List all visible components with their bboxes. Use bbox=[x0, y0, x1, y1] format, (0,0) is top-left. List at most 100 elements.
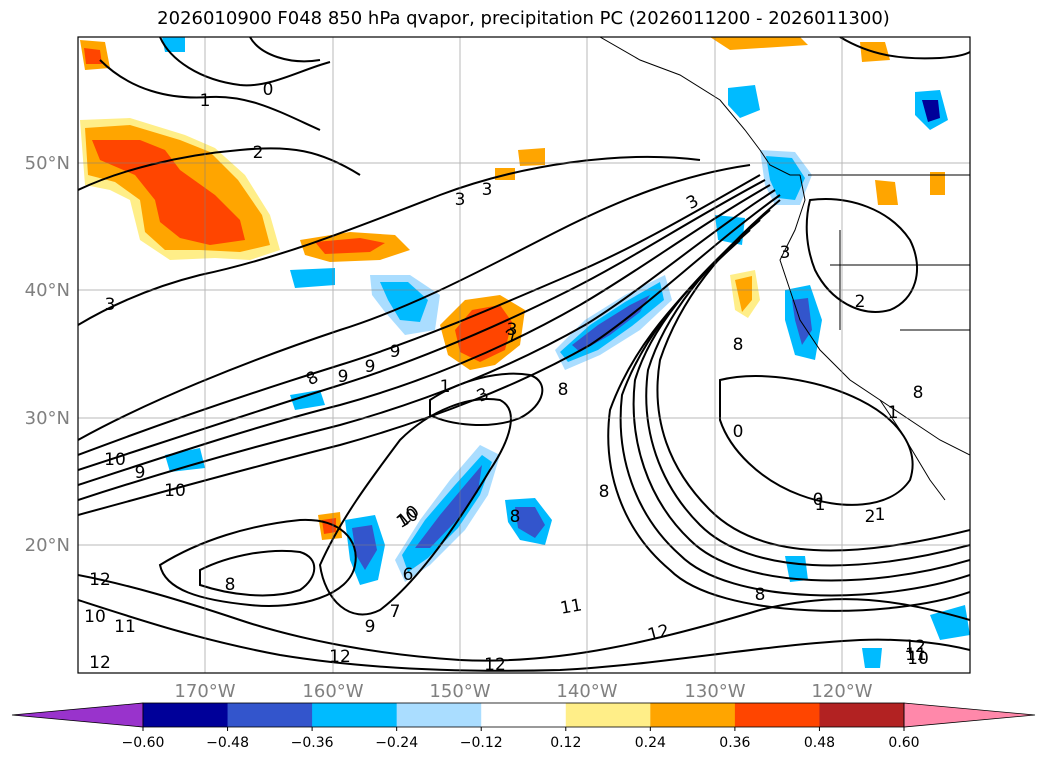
contour-label: 9 bbox=[135, 463, 146, 483]
colorbar-tick-label: 0.48 bbox=[804, 735, 835, 751]
contour-north-3 bbox=[839, 37, 970, 60]
contour-label: 9 bbox=[365, 357, 376, 377]
colorbar-tick-labels: −0.60 −0.48 −0.36 −0.24 −0.12 0.12 0.24 0.36 0.4… bbox=[122, 727, 920, 751]
contour-south-12 bbox=[78, 574, 970, 662]
contour-label: 12 bbox=[89, 570, 111, 590]
precip-area-157w-20n-core bbox=[352, 525, 377, 570]
coastline-baja bbox=[879, 399, 946, 501]
colorbar-tick-label: −0.12 bbox=[460, 735, 503, 751]
contour-label: 2 bbox=[855, 292, 866, 312]
colorbar bbox=[11, 702, 1036, 728]
contour-label: 8 bbox=[225, 575, 236, 595]
contour-label: 9 bbox=[365, 617, 376, 637]
lon-label-160w: 160°W bbox=[302, 681, 363, 702]
contour-label: 1 bbox=[815, 495, 826, 515]
precip-area-nc-blue bbox=[162, 37, 185, 52]
colorbar-swatch bbox=[734, 703, 820, 727]
lat-label-50n: 50°N bbox=[25, 153, 70, 174]
contour-ne-loop bbox=[805, 198, 919, 313]
lon-label-170w: 170°W bbox=[174, 681, 235, 702]
colorbar-swatch bbox=[565, 703, 651, 727]
contour-mid-loop bbox=[318, 398, 512, 616]
contour-label: 10 bbox=[104, 450, 126, 470]
plot-frame bbox=[77, 36, 971, 674]
contour-sw-loop-inner bbox=[199, 549, 316, 597]
precip-area-ne-blue-core bbox=[922, 100, 940, 122]
colorbar-swatch bbox=[312, 703, 398, 727]
contour-label: 3 bbox=[105, 295, 116, 315]
contour-label: 6 bbox=[403, 565, 414, 585]
precip-area-w-blue2 bbox=[290, 390, 325, 410]
lon-label-140w: 140°W bbox=[556, 681, 617, 702]
contour-east-2 bbox=[645, 209, 970, 567]
contour-label: 8 bbox=[510, 507, 521, 527]
contour-label: 1 bbox=[440, 377, 451, 397]
colorbar-swatch bbox=[481, 703, 567, 727]
contour-label: 10 bbox=[907, 649, 929, 669]
colorbar-tick-label: −0.48 bbox=[206, 735, 249, 751]
contour-2-north bbox=[78, 147, 361, 191]
precip-area-150w-max bbox=[415, 465, 482, 548]
contour-label: 10 bbox=[164, 481, 186, 501]
contour-east-1 bbox=[656, 199, 970, 552]
contour-label: 9 bbox=[390, 342, 401, 362]
contour-0-north bbox=[159, 37, 331, 87]
coastline-west-coast bbox=[779, 174, 970, 456]
contour-south-11 bbox=[78, 599, 970, 672]
precip-area-north-pacific-max bbox=[92, 140, 245, 245]
contour-label: 12 bbox=[904, 637, 926, 657]
contour-label: 12 bbox=[329, 647, 351, 667]
contour-east-5 bbox=[607, 239, 970, 612]
precip-area-n-blue bbox=[728, 85, 760, 118]
contour-label: 11 bbox=[114, 617, 136, 637]
lon-label-130w: 130°W bbox=[684, 681, 745, 702]
contour-label: 1 bbox=[200, 91, 211, 111]
colorbar-tick-label: −0.60 bbox=[122, 735, 165, 751]
contour-label: 8 bbox=[733, 335, 744, 355]
graticule bbox=[78, 37, 970, 673]
contour-3-west bbox=[78, 155, 701, 326]
colorbar-frame bbox=[142, 702, 905, 728]
precip-area-145w-core bbox=[515, 507, 545, 538]
precip-area-coast-orange2 bbox=[930, 172, 945, 195]
precip-area-se-blue bbox=[930, 605, 970, 640]
contour-band-5 bbox=[78, 194, 781, 516]
contour-label: 2 bbox=[865, 507, 876, 527]
colorbar-tick-label: 0.12 bbox=[550, 735, 581, 751]
contour-label: 11 bbox=[559, 595, 584, 618]
precip-area-130w-40n-core bbox=[735, 276, 752, 312]
contour-label: 12 bbox=[484, 655, 506, 675]
precip-area-coast-orange bbox=[875, 180, 898, 205]
colorbar-swatch bbox=[819, 703, 905, 727]
contour-label: 9 bbox=[338, 367, 349, 387]
contour-label: 2 bbox=[253, 143, 264, 163]
plot-area bbox=[78, 37, 970, 673]
contour-label: 0 bbox=[813, 490, 824, 510]
contour-band-1 bbox=[78, 174, 761, 456]
lon-label-150w: 150°W bbox=[429, 681, 490, 702]
contour-3-mid bbox=[78, 164, 751, 441]
contour-label: 3 bbox=[507, 320, 518, 340]
precip-area-n-orange bbox=[710, 37, 808, 50]
lon-label-120w: 120°W bbox=[811, 681, 872, 702]
precip-area-nc-orange bbox=[518, 148, 545, 166]
contour-label: 8 bbox=[755, 585, 766, 605]
contour-center-loop bbox=[429, 372, 544, 427]
colorbar-swatch bbox=[143, 703, 229, 727]
colorbar-tick-label: −0.36 bbox=[291, 735, 334, 751]
precip-area-se-blue2 bbox=[862, 648, 882, 668]
contour-se-loop bbox=[719, 375, 914, 506]
contour-label: 8 bbox=[913, 383, 924, 403]
colorbar-swatch bbox=[227, 703, 313, 727]
contour-label: 8 bbox=[558, 380, 569, 400]
lat-label-40n: 40°N bbox=[25, 280, 70, 301]
contour-label: 3 bbox=[455, 190, 466, 210]
contour-label: 1 bbox=[875, 505, 886, 525]
contour-label: 8 bbox=[599, 482, 610, 502]
contour-label: 12 bbox=[89, 653, 111, 673]
colorbar-tick-label: 0.24 bbox=[635, 735, 666, 751]
border-states bbox=[830, 230, 970, 331]
precip-area-157w-core bbox=[380, 282, 428, 322]
